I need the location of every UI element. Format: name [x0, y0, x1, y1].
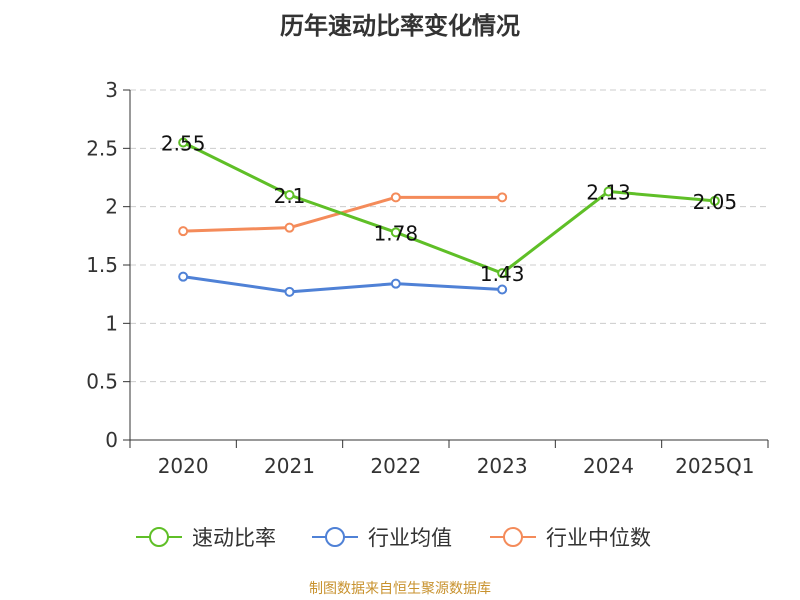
data-point — [284, 286, 295, 297]
legend-item[interactable]: 速动比率 — [136, 526, 276, 550]
x-tick-label: 2023 — [477, 454, 528, 478]
legend-label: 速动比率 — [192, 526, 276, 550]
legend-label: 行业中位数 — [546, 526, 651, 550]
y-tick-label: 2.5 — [86, 136, 118, 160]
data-label: 1.78 — [374, 221, 419, 245]
data-point — [709, 195, 720, 206]
data-point — [497, 268, 508, 279]
data-point — [284, 222, 295, 233]
data-point — [497, 284, 508, 295]
data-point — [178, 271, 189, 282]
x-tick-label: 2020 — [158, 454, 209, 478]
legend-item[interactable]: 行业中位数 — [490, 526, 651, 550]
data-point — [390, 227, 401, 238]
data-point — [178, 226, 189, 237]
data-label: 2.1 — [274, 184, 306, 208]
data-label: 2.05 — [693, 190, 738, 214]
y-tick-label: 0.5 — [86, 370, 118, 394]
data-source-note: 制图数据来自恒生聚源数据库 — [309, 581, 491, 597]
data-point — [390, 192, 401, 203]
data-point — [178, 137, 189, 148]
y-tick-label: 0 — [105, 428, 118, 452]
data-label: 1.43 — [480, 262, 525, 286]
x-tick-label: 2024 — [583, 454, 634, 478]
legend-circle-icon — [149, 527, 169, 547]
legend-circle-icon — [503, 527, 523, 547]
data-point — [390, 278, 401, 289]
axes: 0 0.5 1 1.5 2 2.5 3 2020 2021 2022 2023 2024 2025Q1 — [86, 78, 769, 478]
series-points — [178, 137, 720, 297]
series-line — [182, 141, 715, 275]
data-label: 2.13 — [586, 181, 631, 205]
legend-item[interactable]: 行业均值 — [312, 526, 452, 550]
data-label: 2.55 — [161, 132, 206, 156]
y-tick-label: 2 — [105, 195, 118, 219]
chart-title: 历年速动比率变化情况 — [280, 12, 520, 40]
legend-circle-icon — [325, 527, 345, 547]
legend-label: 行业均值 — [368, 526, 452, 550]
series-line — [182, 275, 503, 294]
x-tick-label: 2021 — [264, 454, 315, 478]
grid-lines — [130, 89, 768, 383]
data-point — [603, 186, 614, 197]
data-labels: 2.55 2.1 1.78 1.43 2.13 2.05 — [161, 132, 737, 287]
data-point — [497, 192, 508, 203]
series-lines — [182, 141, 715, 294]
y-tick-label: 1 — [105, 311, 118, 335]
legend: 速动比率 行业均值 行业中位数 — [136, 526, 651, 550]
y-tick-label: 1.5 — [86, 253, 118, 277]
x-tick-label: 2025Q1 — [675, 454, 754, 478]
x-tick-label: 2022 — [370, 454, 421, 478]
data-point — [284, 190, 295, 200]
y-tick-label: 3 — [105, 78, 118, 102]
